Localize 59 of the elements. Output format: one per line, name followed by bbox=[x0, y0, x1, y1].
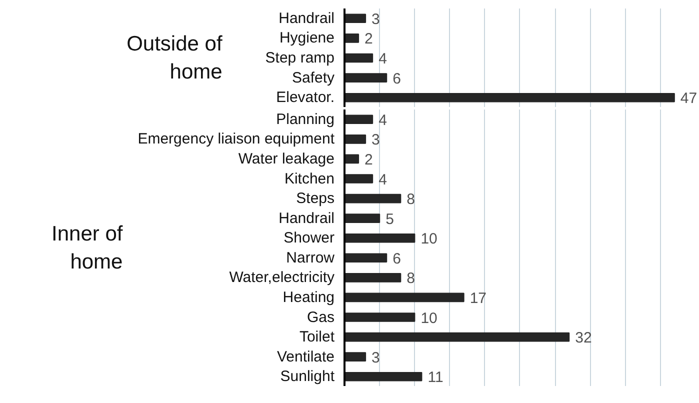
data-label: 11 bbox=[428, 369, 444, 386]
bar bbox=[344, 73, 388, 82]
bar bbox=[344, 253, 388, 263]
bar bbox=[344, 154, 360, 164]
y-tick-label: Kitchen bbox=[284, 170, 335, 188]
bar bbox=[344, 174, 374, 184]
data-label: 6 bbox=[392, 70, 401, 88]
bar bbox=[344, 233, 416, 243]
data-label: 17 bbox=[470, 290, 487, 307]
y-tick-label: Water leakage bbox=[238, 150, 335, 168]
y-tick-label: Ventilate bbox=[276, 348, 334, 366]
data-label: 4 bbox=[378, 50, 387, 68]
data-label: 3 bbox=[372, 132, 380, 149]
y-tick-label: Heating bbox=[282, 288, 334, 306]
bar bbox=[344, 194, 402, 204]
bar bbox=[344, 53, 374, 63]
y-tick-label: Gas bbox=[306, 308, 335, 326]
data-label: 8 bbox=[406, 191, 415, 208]
y-tick-label: Steps bbox=[296, 190, 334, 208]
y-tick-label: Shower bbox=[284, 230, 335, 247]
data-label: 2 bbox=[364, 151, 373, 168]
y-tick-label: Toilet bbox=[299, 328, 336, 346]
bar bbox=[344, 312, 416, 322]
y-tick-label: Handrail bbox=[278, 10, 335, 27]
y-tick-label: Planning bbox=[276, 110, 335, 128]
bar bbox=[344, 273, 402, 282]
bar bbox=[344, 34, 360, 43]
y-tick-label: Safety bbox=[292, 69, 335, 86]
data-label: 10 bbox=[420, 310, 438, 327]
data-label: 6 bbox=[392, 250, 401, 268]
bar bbox=[344, 214, 380, 223]
data-label: 10 bbox=[420, 230, 438, 248]
data-label: 3 bbox=[372, 349, 380, 366]
bar bbox=[344, 114, 374, 124]
text: Outside of home bbox=[126, 32, 222, 84]
y-tick-label: Water,electricity bbox=[229, 269, 335, 286]
y-tick-label: Handrail bbox=[278, 210, 335, 227]
data-label: 47 bbox=[680, 90, 698, 108]
y-tick-label: Sunlight bbox=[280, 368, 336, 386]
text: Inner of home bbox=[52, 222, 123, 274]
bar bbox=[344, 92, 675, 102]
data-label: 3 bbox=[372, 10, 380, 28]
data-label: 5 bbox=[386, 210, 394, 228]
y-tick-label: Narrow bbox=[286, 249, 335, 266]
data-label: 32 bbox=[575, 330, 592, 347]
data-label: 4 bbox=[378, 112, 387, 129]
bar bbox=[344, 352, 366, 362]
bar bbox=[344, 134, 366, 144]
bar bbox=[344, 372, 422, 382]
data-label: 4 bbox=[378, 171, 387, 188]
y-tick-label: Step ramp bbox=[265, 50, 335, 66]
y-tick-label: Emergency liaison equipment bbox=[138, 130, 336, 148]
data-label: 2 bbox=[364, 30, 373, 48]
y-tick-label: Elevator. bbox=[276, 89, 335, 106]
bar bbox=[344, 332, 570, 342]
bar bbox=[344, 292, 464, 302]
y-tick-label: Hygiene bbox=[279, 30, 335, 47]
data-label: 8 bbox=[406, 270, 415, 288]
bar bbox=[344, 14, 366, 24]
